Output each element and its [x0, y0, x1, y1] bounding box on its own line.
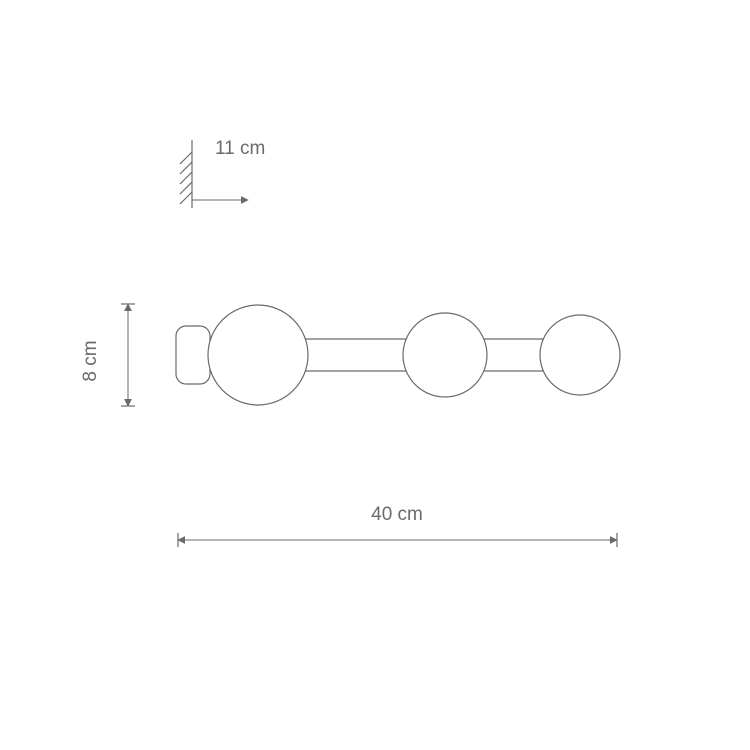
globe-3	[540, 315, 620, 395]
globe-1	[208, 305, 308, 405]
depth-label: 11 cm	[215, 138, 265, 159]
mount-bracket	[176, 326, 210, 384]
height-label: 8 cm	[80, 340, 101, 381]
globe-2	[403, 313, 487, 397]
width-label: 40 cm	[371, 504, 423, 525]
